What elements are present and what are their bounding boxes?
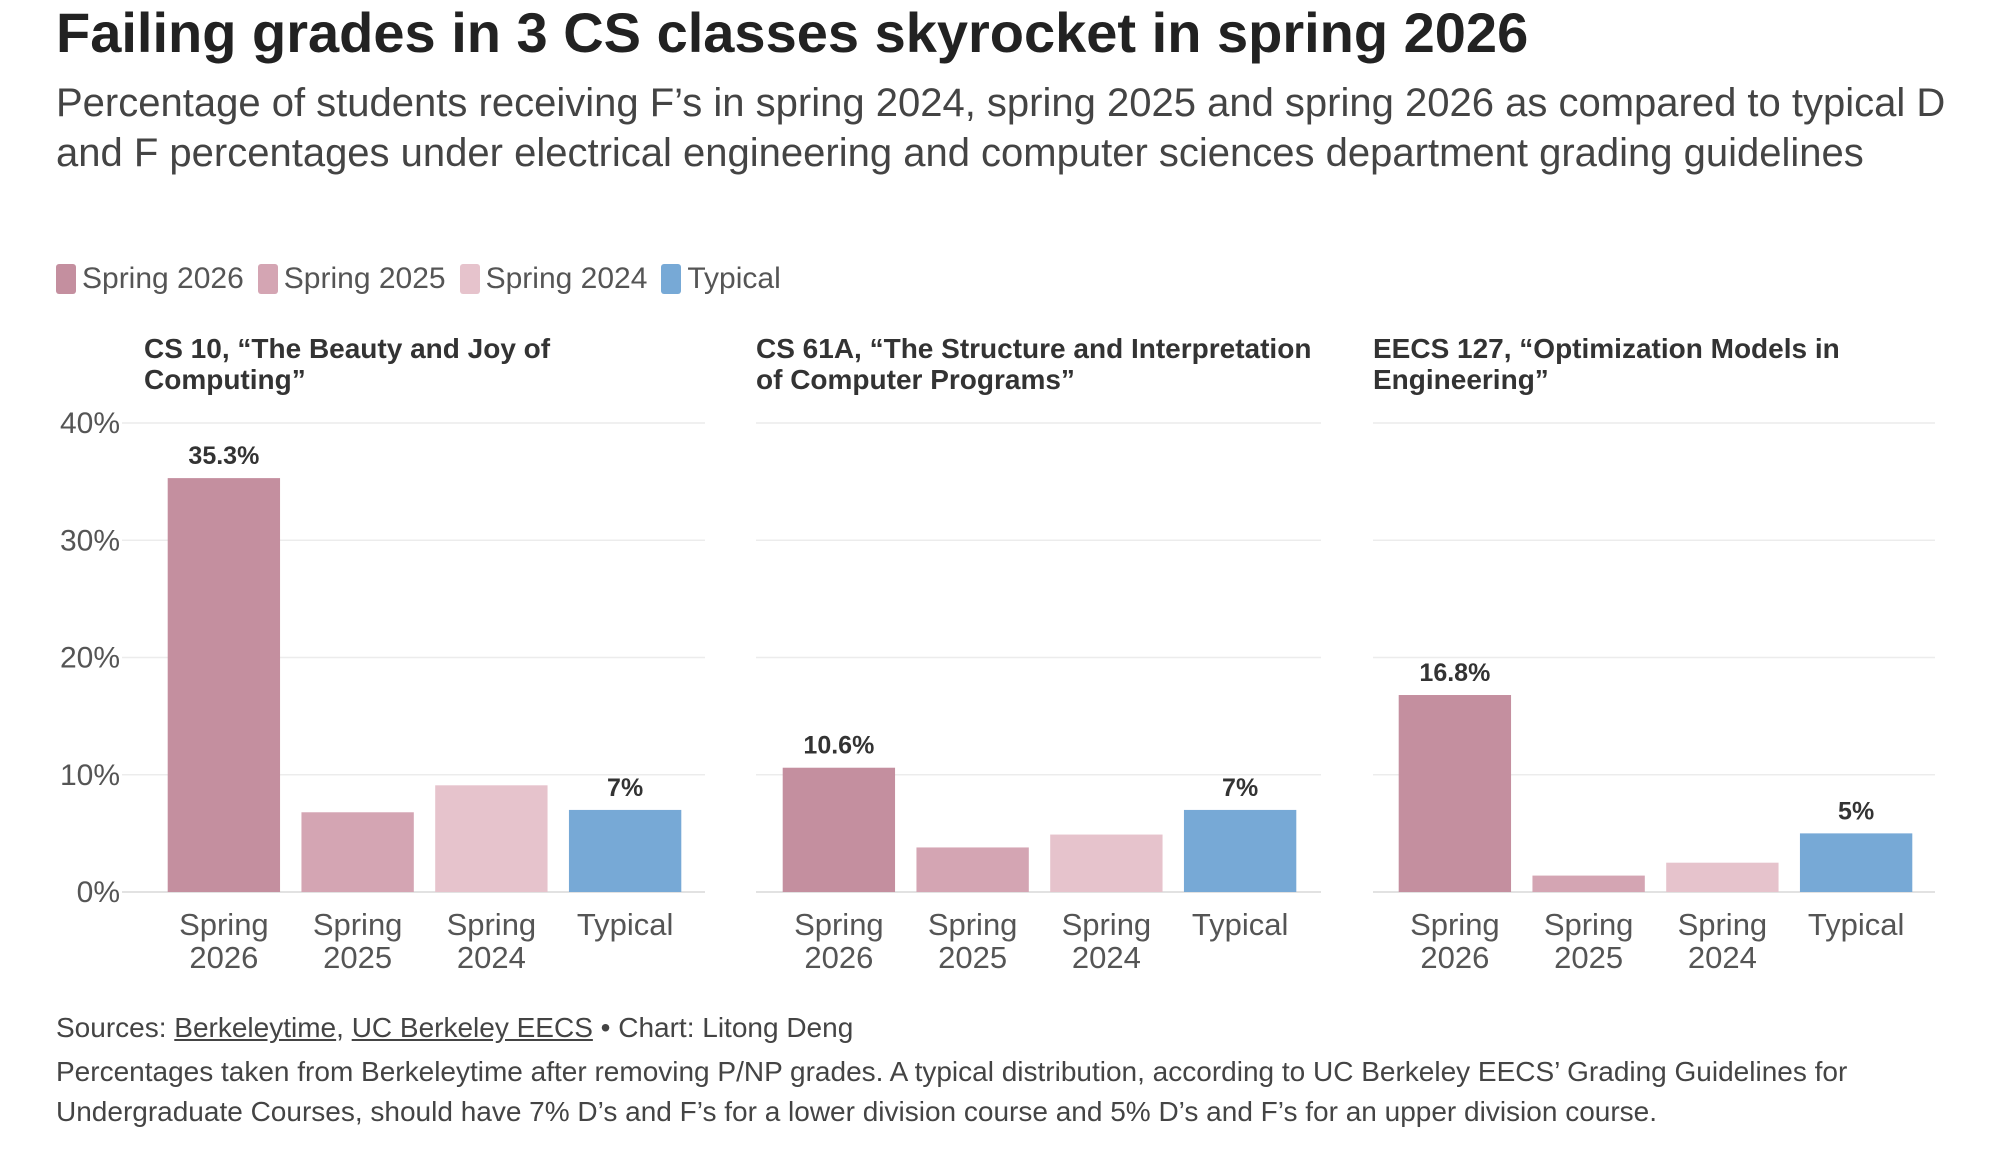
value-label: 5% (1838, 797, 1874, 825)
source-link[interactable]: UC Berkeley EECS (351, 1012, 593, 1043)
x-tick-label: Spring 2024 (1677, 907, 1768, 975)
title: Failing grades in 3 CS classes skyrocket… (56, 1, 1529, 64)
credit: • Chart: Litong Deng (600, 1012, 854, 1043)
panel-title: CS 61A, “The Structure and Interpretatio… (756, 333, 1312, 395)
y-tick-label: 0% (77, 876, 120, 909)
x-tick-label: Spring 2025 (312, 907, 403, 975)
bar (1532, 875, 1645, 892)
legend: Spring 2026 Spring 2025 Spring 2024 Typical (56, 262, 781, 296)
x-tick-label: Typical (576, 907, 674, 942)
x-tick-label: Spring 2024 (1061, 907, 1152, 975)
y-tick-label: 30% (60, 524, 120, 557)
note: Percentages taken from Berkeleytime afte… (56, 1056, 1848, 1127)
bar (1398, 695, 1512, 892)
bar (568, 809, 682, 892)
legend-swatch (56, 264, 76, 294)
y-tick-label: 40% (60, 407, 120, 440)
bar (782, 767, 896, 892)
bar (916, 847, 1029, 892)
separator: , (336, 1012, 344, 1043)
x-tick-label: Spring 2025 (1543, 907, 1634, 975)
x-tick-label: Spring 2025 (927, 907, 1018, 975)
value-label: 10.6% (803, 732, 874, 760)
x-tick-label: Typical (1191, 907, 1289, 942)
panel-title: EECS 127, “Optimization Models in Engine… (1373, 333, 1840, 395)
legend-label: Typical (687, 262, 781, 295)
bar (1799, 833, 1913, 892)
value-label: 35.3% (188, 442, 259, 470)
legend-swatch (459, 264, 480, 294)
sources-label: Sources: (56, 1012, 167, 1043)
y-tick-label: 20% (60, 642, 120, 675)
legend-label: Spring 2026 (82, 262, 244, 295)
legend-swatch (257, 264, 278, 294)
bar (167, 478, 281, 892)
x-tick-label: Spring 2026 (794, 907, 884, 975)
x-tick-label: Spring 2026 (1410, 907, 1500, 975)
legend-label: Spring 2024 (485, 262, 648, 295)
bar (1666, 862, 1779, 892)
value-label: 16.8% (1419, 659, 1490, 687)
x-tick-label: Spring 2024 (446, 907, 537, 975)
legend-item: Spring 2026 (56, 262, 244, 296)
source-link[interactable]: Berkeleytime (174, 1012, 337, 1043)
x-tick-label: Spring 2026 (179, 907, 269, 975)
legend-label: Spring 2025 (283, 262, 446, 295)
legend-item: Spring 2024 (459, 262, 648, 296)
panel-title: CS 10, “The Beauty and Joy of Computing” (144, 333, 551, 395)
subtitle: Percentage of students receiving F’s in … (56, 81, 1946, 175)
legend-swatch (661, 264, 682, 294)
bar (1050, 834, 1163, 892)
bar (1183, 809, 1297, 892)
legend-item: Typical (661, 262, 781, 296)
x-tick-label: Typical (1807, 907, 1905, 942)
y-tick-label: 10% (60, 759, 120, 792)
legend-item: Spring 2025 (257, 262, 446, 296)
bar (301, 812, 414, 892)
bar (435, 785, 548, 892)
value-label: 7% (1222, 774, 1258, 802)
value-label: 7% (607, 774, 643, 802)
sources: Sources: Berkeleytime, UC Berkeley EECS … (56, 1012, 853, 1044)
